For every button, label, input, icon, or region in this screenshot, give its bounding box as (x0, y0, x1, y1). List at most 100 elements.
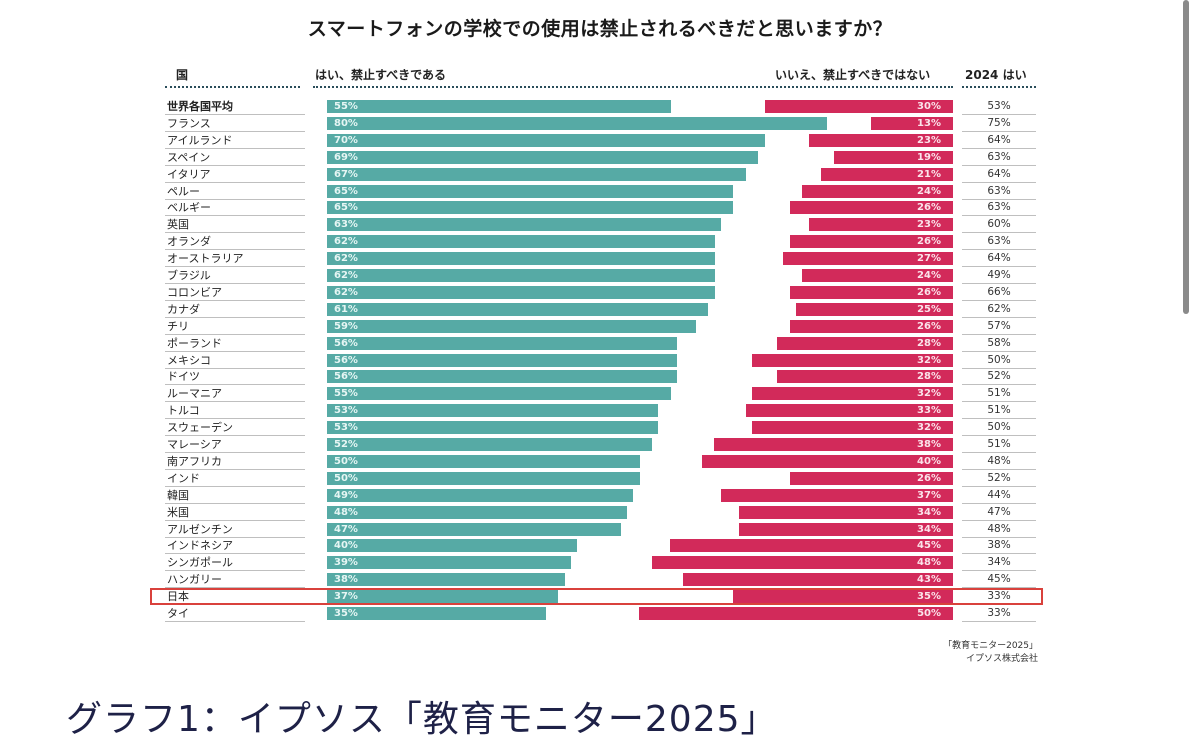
country-label: タイ (167, 607, 189, 620)
yes-bar: 62% (327, 269, 715, 282)
country-label: スウェーデン (167, 421, 233, 435)
row-divider (165, 114, 305, 115)
country-label: 南アフリカ (167, 454, 222, 468)
row-divider (962, 147, 1036, 149)
country-label: ルーマニア (167, 387, 222, 401)
no-value-label: 32% (917, 388, 941, 400)
no-bar: 26% (789, 319, 953, 333)
yes-value-label: 62% (334, 286, 358, 298)
country-label: ハンガリー (167, 573, 222, 587)
row-divider (165, 350, 305, 352)
row-divider (165, 587, 305, 589)
yes-bar: 61% (327, 302, 709, 316)
prev-year-value: 58% (987, 336, 1011, 349)
chart-row: ポーランド 56% 28% 58% (0, 336, 1200, 353)
no-bar: 34% (739, 522, 953, 536)
row-divider (165, 198, 305, 200)
yes-value-label: 53% (334, 405, 358, 417)
country-label: ドイツ (167, 370, 200, 384)
row-divider (962, 114, 1036, 115)
chart-row: アルゼンチン 47% 34% 48% (0, 522, 1200, 539)
no-value-label: 23% (917, 219, 941, 231)
country-label: 英国 (167, 218, 189, 232)
row-divider (962, 283, 1036, 284)
row-divider (962, 401, 1036, 403)
row-divider (962, 452, 1036, 453)
source-line-1: 「教育モニター2025」 (943, 641, 1038, 651)
no-value-label: 24% (917, 185, 941, 197)
prev-year-value: 33% (987, 590, 1011, 603)
header-no: いいえ、禁止すべきではない (775, 68, 931, 82)
row-divider (962, 384, 1036, 386)
row-divider (165, 130, 305, 132)
yes-bar: 49% (327, 488, 634, 502)
chart-row: オーストラリア 62% 27% 64% (0, 251, 1200, 268)
no-value-label: 35% (917, 591, 941, 603)
yes-value-label: 67% (334, 168, 358, 180)
row-divider (962, 502, 1036, 504)
yes-bar: 53% (327, 421, 659, 435)
row-divider (962, 536, 1036, 538)
yes-bar: 80% (327, 116, 827, 130)
row-divider (165, 215, 305, 217)
prev-year-value: 63% (987, 201, 1011, 214)
prev-year-value: 63% (987, 235, 1011, 248)
no-bar: 32% (752, 387, 953, 401)
yes-bar: 47% (327, 522, 621, 536)
yes-bar: 69% (327, 150, 759, 164)
row-divider (165, 384, 305, 386)
yes-value-label: 55% (334, 388, 358, 400)
prev-year-value: 49% (987, 269, 1011, 281)
yes-value-label: 59% (334, 320, 358, 332)
row-divider (165, 181, 305, 183)
prev-year-value: 33% (987, 607, 1011, 619)
chart-row: ハンガリー 38% 43% 45% (0, 572, 1200, 589)
prev-year-value: 45% (987, 573, 1011, 586)
chart-row: チリ 59% 26% 57% (0, 319, 1200, 336)
prev-year-value: 63% (987, 150, 1011, 163)
no-bar: 27% (783, 252, 953, 266)
prev-year-value: 53% (987, 100, 1011, 112)
country-label: 韓国 (167, 488, 189, 502)
yes-bar: 65% (327, 201, 734, 215)
yes-value-label: 62% (334, 270, 358, 281)
no-bar: 23% (808, 218, 953, 232)
row-divider (165, 232, 305, 234)
chart-row: マレーシア 52% 38% 51% (0, 437, 1200, 454)
country-label: イタリア (167, 167, 211, 181)
country-label: ブラジル (167, 269, 211, 282)
chart-row: インドネシア 40% 45% 38% (0, 538, 1200, 555)
no-bar: 28% (777, 370, 953, 384)
country-label: 世界各国平均 (167, 100, 233, 113)
no-value-label: 28% (917, 337, 941, 349)
yes-bar: 37% (327, 590, 559, 604)
no-value-label: 34% (917, 523, 941, 535)
country-label: フランス (167, 116, 211, 130)
chart-row: インド 50% 26% 52% (0, 471, 1200, 488)
row-divider (165, 283, 305, 284)
yes-bar: 56% (327, 370, 677, 384)
yes-bar: 40% (327, 539, 577, 553)
row-divider (165, 570, 305, 572)
prev-year-value: 47% (987, 505, 1011, 518)
prev-year-value: 62% (987, 302, 1011, 315)
yes-bar: 39% (327, 556, 571, 570)
row-divider (165, 147, 305, 149)
no-bar: 37% (720, 488, 953, 502)
no-bar: 24% (802, 269, 953, 282)
country-label: インド (167, 471, 200, 485)
row-divider (165, 536, 305, 538)
no-bar: 26% (789, 471, 953, 485)
row-divider (165, 333, 305, 335)
country-label: チリ (167, 319, 189, 333)
yes-bar: 55% (327, 100, 671, 113)
country-label: メキシコ (167, 353, 211, 367)
no-bar: 26% (789, 201, 953, 215)
no-value-label: 33% (917, 405, 941, 417)
no-bar: 21% (821, 167, 953, 181)
header-country: 国 (176, 68, 189, 82)
no-bar: 50% (639, 607, 953, 620)
scrollbar[interactable] (1183, 0, 1189, 314)
no-value-label: 30% (917, 101, 941, 112)
prev-year-value: 48% (987, 454, 1011, 467)
